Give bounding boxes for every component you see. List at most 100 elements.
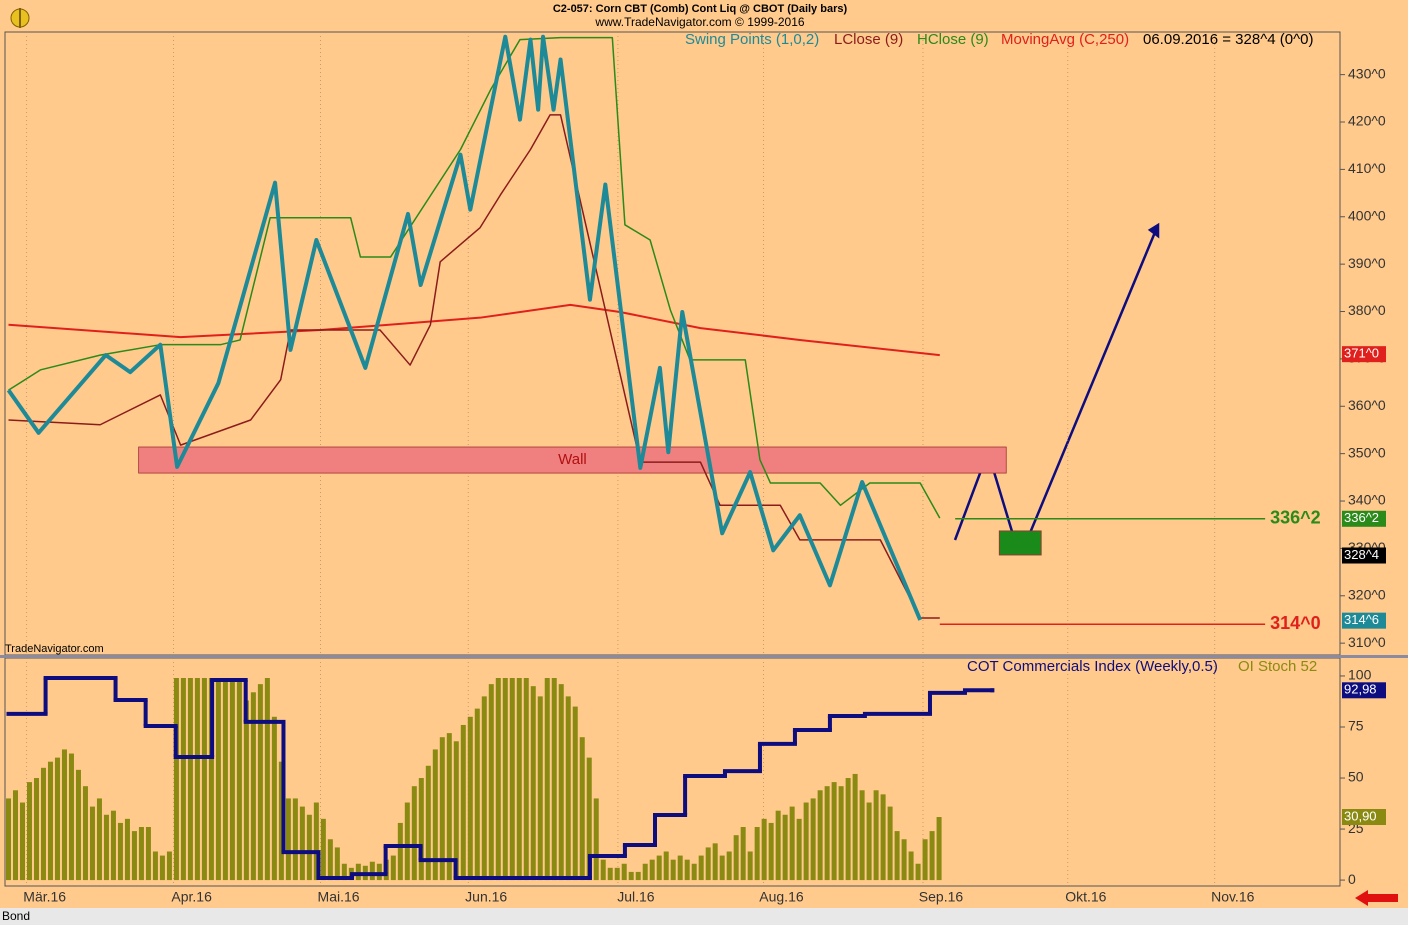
bar: [523, 678, 529, 881]
watermark: TradeNavigator.com: [5, 643, 104, 655]
x-tick-label: Mär.16: [23, 889, 66, 905]
bar: [285, 798, 291, 881]
value-tag-label: 336^2: [1344, 510, 1379, 525]
y-tick-label: 420^0: [1348, 113, 1386, 129]
annotation-box: [138, 446, 1007, 474]
bar: [551, 678, 557, 881]
scroll-arrow[interactable]: [1355, 890, 1398, 906]
annotation-box: [998, 530, 1042, 556]
y-tick-label: 350^0: [1348, 444, 1386, 460]
y-tick-label: 0: [1348, 871, 1356, 887]
bar: [61, 749, 67, 881]
bar: [306, 814, 312, 881]
bar: [5, 798, 11, 881]
bar: [859, 790, 865, 881]
bar: [782, 814, 788, 881]
x-tick-label: Apr.16: [171, 889, 212, 905]
bar: [901, 839, 907, 881]
bar: [131, 831, 137, 881]
chart-title: C2-057: Corn CBT (Comb) Cont Liq @ CBOT …: [553, 3, 848, 15]
y-tick-label: 100: [1348, 667, 1372, 683]
bar: [418, 778, 424, 881]
bar: [656, 855, 662, 881]
x-tick-label: Jun.16: [465, 889, 507, 905]
bar: [516, 678, 522, 881]
y-tick-label: 390^0: [1348, 255, 1386, 271]
bar: [327, 839, 333, 881]
legend-entry: COT Commercials Index (Weekly,0.5): [967, 658, 1218, 675]
bar: [222, 678, 228, 881]
bar: [684, 859, 690, 881]
bar: [796, 818, 802, 881]
bar: [355, 863, 361, 881]
bar: [12, 790, 18, 881]
bar: [558, 684, 564, 881]
bar: [278, 761, 284, 881]
bar: [635, 871, 641, 881]
bar: [180, 678, 186, 881]
bar: [880, 794, 886, 881]
bar: [201, 678, 207, 881]
bar: [726, 851, 732, 881]
bar: [439, 737, 445, 881]
bar: [96, 798, 102, 881]
y-tick-label: 400^0: [1348, 207, 1386, 223]
bar: [936, 817, 942, 881]
value-tag-label: 314^6: [1344, 612, 1379, 627]
bar: [733, 835, 739, 881]
legend-entry: OI Stoch 52: [1238, 658, 1317, 675]
bar: [929, 831, 935, 881]
bar: [159, 855, 165, 881]
bar: [621, 863, 627, 881]
bar: [761, 818, 767, 881]
bar: [852, 773, 858, 881]
series-line: [8, 36, 941, 519]
bar: [68, 753, 74, 881]
bar: [887, 806, 893, 881]
bar: [229, 678, 235, 881]
bar: [845, 778, 851, 881]
bar: [313, 802, 319, 881]
bar: [425, 765, 431, 881]
bar: [607, 867, 613, 881]
bar: [579, 737, 585, 881]
bar: [397, 822, 403, 881]
bar: [47, 761, 53, 881]
bar: [838, 786, 844, 881]
bar: [586, 757, 592, 881]
bar: [40, 767, 46, 881]
bar: [712, 843, 718, 881]
symbol-label: Bond: [2, 909, 30, 923]
legend-entry: MovingAvg (C,250): [1001, 31, 1129, 48]
bar: [236, 678, 242, 881]
bar: [26, 782, 32, 881]
bar: [243, 700, 249, 881]
y-tick-label: 310^0: [1348, 634, 1386, 650]
annotation-label: 314^0: [1270, 613, 1321, 633]
bar: [54, 757, 60, 881]
bar: [453, 741, 459, 881]
bar: [467, 716, 473, 881]
bar: [481, 696, 487, 881]
bar: [376, 863, 382, 881]
bar: [19, 802, 25, 881]
bar: [537, 696, 543, 881]
bar: [915, 863, 921, 881]
x-tick-label: Aug.16: [759, 889, 804, 905]
bar: [775, 810, 781, 881]
bar: [82, 786, 88, 881]
legend-status: 06.09.2016 = 328^4 (0^0): [1143, 31, 1313, 48]
bar: [768, 822, 774, 881]
x-tick-label: Mai.16: [318, 889, 360, 905]
bar: [824, 786, 830, 881]
y-tick-label: 50: [1348, 769, 1364, 785]
series-line: [8, 303, 940, 357]
bar: [740, 827, 746, 881]
bar: [75, 769, 81, 881]
bar: [299, 806, 305, 881]
value-tag: [1342, 809, 1386, 826]
bar: [866, 802, 872, 881]
bar: [138, 827, 144, 881]
bar: [593, 798, 599, 881]
bar: [831, 782, 837, 881]
